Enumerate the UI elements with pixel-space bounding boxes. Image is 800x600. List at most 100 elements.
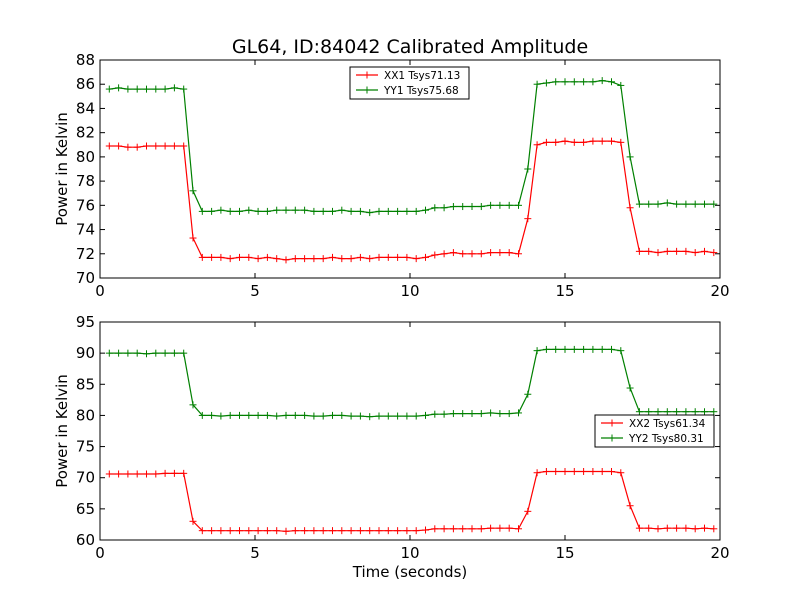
top-y-axis-label: Power in Kelvin (53, 112, 71, 226)
bottom-series-1-point (189, 517, 197, 525)
bottom-series-2-point (654, 408, 662, 416)
bottom-y-tick-label: 75 (76, 438, 95, 456)
top-plot-panel: 0 5 10 15 20 70 72 74 76 78 80 82 84 86 88 Power in Ke… (53, 51, 730, 300)
top-y-tick-label: 74 (76, 221, 95, 239)
bottom-series-1-point (673, 524, 681, 532)
top-series-2-point (505, 201, 513, 209)
top-series-2-point (598, 77, 606, 85)
top-series-2-point (263, 207, 271, 215)
top-series-1-point (329, 253, 336, 261)
bottom-legend-label: YY2 Tsys80.31 (628, 433, 704, 445)
bottom-series-2-point (236, 411, 243, 419)
bottom-series-2-point (161, 349, 169, 357)
bottom-legend: XX2 Tsys61.34 YY2 Tsys80.31 (594, 414, 715, 448)
top-series-2-point (422, 206, 429, 214)
top-series-2-point (487, 201, 495, 209)
top-y-tick-label: 76 (76, 196, 95, 214)
top-series-2-point (552, 78, 560, 86)
bottom-series-2-point (673, 408, 681, 416)
bottom-series-2-point (301, 411, 309, 419)
top-series-1-point (217, 253, 225, 261)
bottom-series-1-point (384, 527, 392, 535)
top-series-2-point (431, 204, 439, 212)
top-series-2-point (217, 206, 225, 214)
top-series-1-point (645, 247, 653, 255)
top-series-2-point (282, 206, 290, 214)
bottom-series-2-point (682, 408, 690, 416)
top-series-2-point (515, 201, 522, 209)
top-series-2-point (356, 207, 364, 215)
bottom-series-1-point (152, 470, 160, 478)
top-series-1-point (691, 249, 699, 257)
bottom-series-1-point (403, 527, 411, 535)
bottom-series-2-point (329, 411, 336, 419)
bottom-series-2-point (487, 409, 495, 417)
bottom-series-1-point (282, 527, 290, 535)
bottom-y-tick-label: 65 (76, 500, 95, 518)
bottom-series-2-point (375, 412, 383, 420)
bottom-series-1-point (468, 525, 476, 533)
top-series-2-point (384, 207, 392, 215)
bottom-series-1-point (626, 502, 634, 510)
top-y-tick-label: 78 (76, 172, 95, 190)
bottom-series-1-point (663, 524, 671, 532)
bottom-series-1-point (375, 527, 383, 535)
bottom-legend-box (594, 414, 715, 448)
bottom-series-2-point (356, 412, 364, 420)
bottom-series-2-point (663, 408, 671, 416)
top-legend-entry-1: XX1 Tsys71.13 (356, 70, 460, 82)
bottom-series-1-point (710, 525, 718, 533)
top-series-1-point (208, 253, 216, 261)
top-series-1-point (459, 250, 467, 258)
bottom-legend-entry-1: XX2 Tsys61.34 (601, 418, 706, 430)
bottom-series-2-point (515, 409, 522, 417)
top-series-1-point (524, 215, 532, 223)
bottom-series-2-point (254, 411, 262, 419)
top-x-tick-label: 20 (710, 282, 729, 300)
top-series-2-point (477, 203, 485, 211)
bottom-series-1-point (217, 527, 225, 535)
bottom-series-2-point (561, 345, 569, 353)
top-series-2-point (394, 207, 402, 215)
bottom-series-2-point (338, 411, 346, 419)
bottom-series-2-point (245, 411, 253, 419)
top-series-2-point (124, 85, 132, 93)
top-series-1-point (533, 141, 541, 149)
top-series-2-point (533, 80, 541, 88)
bottom-series-2-point (691, 408, 699, 416)
bottom-series-1-point (412, 527, 420, 535)
bottom-series-1-point (394, 527, 402, 535)
top-series-2-point (645, 200, 653, 208)
top-series-1-point (170, 142, 178, 150)
top-series-1-point (282, 256, 290, 264)
top-series-2-point (459, 203, 467, 211)
bottom-series-1-point (552, 467, 560, 475)
top-series-2-point (291, 206, 299, 214)
bottom-series-1-point (654, 525, 662, 533)
bottom-series-2-point (217, 412, 225, 420)
top-series-1-point (542, 138, 550, 146)
bottom-series-1-point (561, 467, 569, 475)
top-series-1-point (263, 253, 271, 261)
top-series-1-point (440, 250, 448, 258)
bottom-series-2-point (533, 347, 541, 355)
bottom-series-1-point (329, 527, 336, 535)
bottom-series-1-point (115, 470, 123, 478)
bottom-series-2-point (701, 408, 708, 416)
bottom-series-1-point (487, 524, 495, 532)
top-y-tick-label: 70 (76, 269, 95, 287)
top-series-2-point (682, 200, 690, 208)
bottom-series-2-point (263, 411, 271, 419)
bottom-series-2-point (449, 410, 457, 418)
bottom-series-2-point (505, 410, 513, 418)
bottom-series-1-point (226, 527, 234, 535)
top-series-1-point (105, 142, 113, 150)
top-series-2-point (496, 201, 504, 209)
bottom-series-group (105, 345, 718, 535)
bottom-tick-group: 0 5 10 15 20 60 65 70 75 80 85 90 95 (76, 313, 730, 562)
top-series-1-point (394, 253, 402, 261)
top-series-2-point (635, 200, 643, 208)
bottom-series-1-point (356, 527, 364, 535)
bottom-series-1-point (617, 469, 625, 477)
bottom-series-1-point (310, 527, 318, 535)
